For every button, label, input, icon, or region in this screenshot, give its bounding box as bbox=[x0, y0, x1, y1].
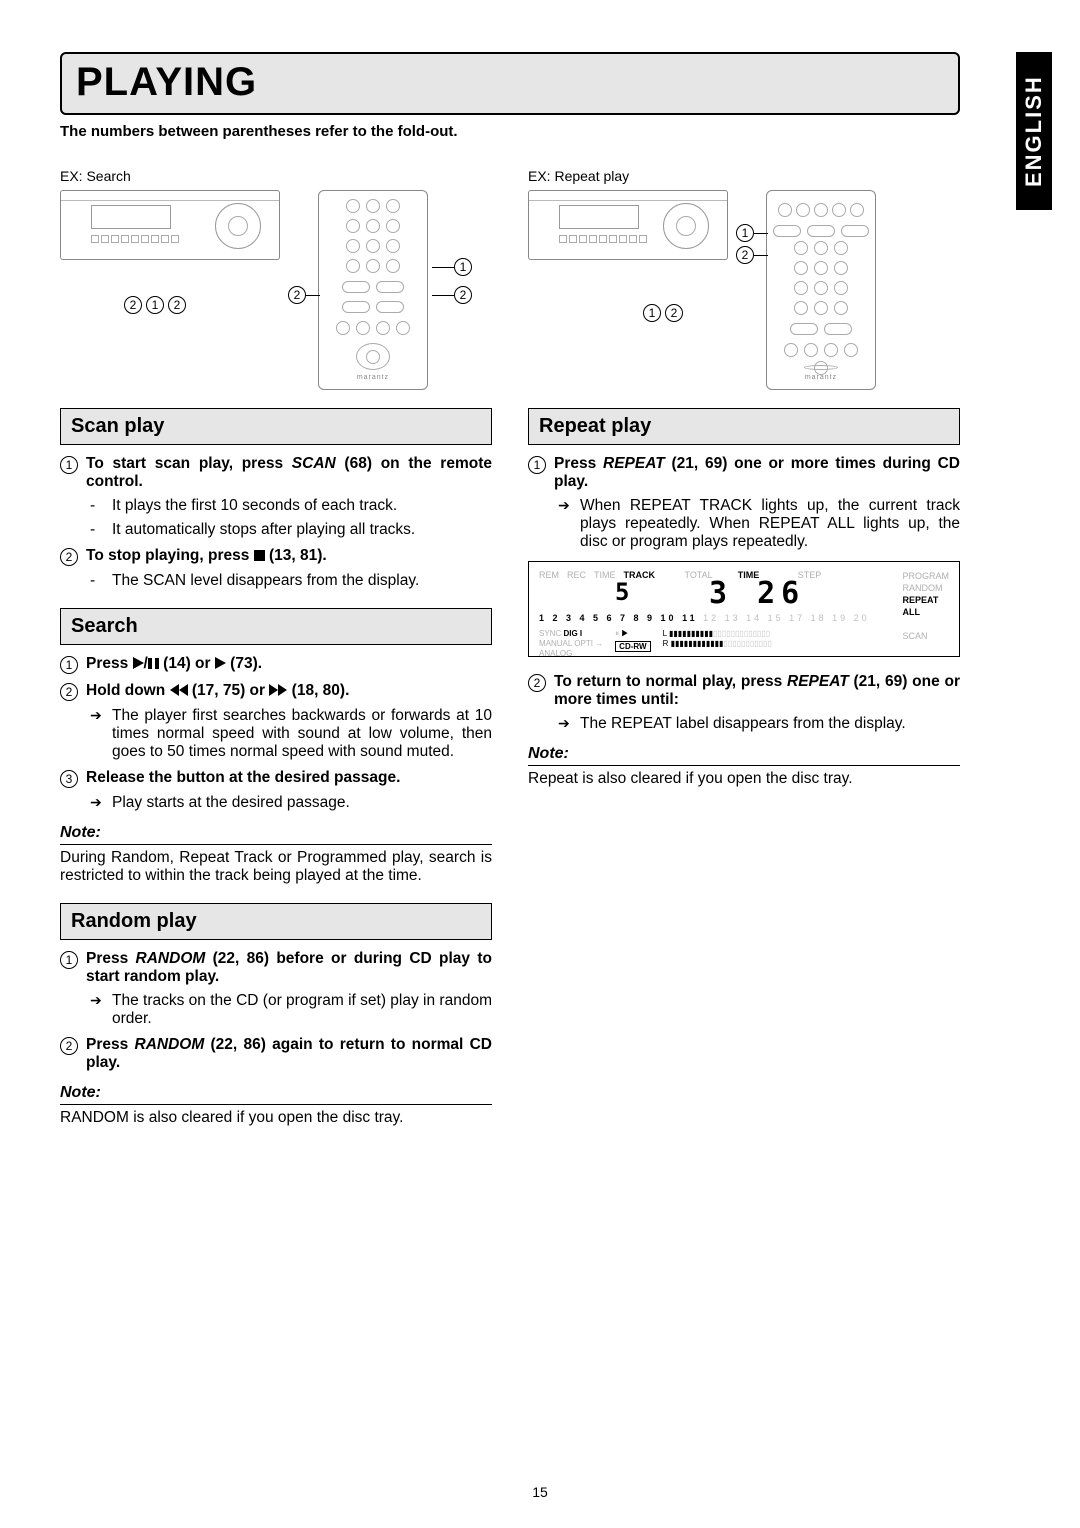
rewind-icon bbox=[170, 683, 188, 701]
lcd-cdrw-badge: CD-RW bbox=[615, 641, 650, 652]
sub-item: When REPEAT TRACK lights up, the current… bbox=[558, 497, 960, 551]
callout-num: 2 bbox=[288, 286, 306, 304]
sub-item: The tracks on the CD (or program if set)… bbox=[90, 992, 492, 1028]
stop-icon bbox=[254, 550, 265, 561]
callout-num: 2 bbox=[665, 304, 683, 322]
cdplayer-diagram: 1 2 bbox=[528, 190, 748, 322]
step: 2 To return to normal play, press REPEAT… bbox=[528, 673, 960, 709]
sub-item: The SCAN level disappears from the displ… bbox=[90, 572, 492, 590]
section-random-play: Random play bbox=[60, 903, 492, 940]
sub-item: It plays the first 10 seconds of each tr… bbox=[90, 497, 492, 515]
cdplayer-icon bbox=[528, 190, 728, 260]
pause-icon bbox=[148, 658, 159, 669]
callout-num: 2 bbox=[454, 286, 472, 304]
step: 1 Press / (14) or (73). bbox=[60, 655, 492, 674]
sub-item: The player first searches backwards or f… bbox=[90, 707, 492, 761]
step: 1 Press REPEAT (21, 69) one or more time… bbox=[528, 455, 960, 491]
language-tab: ENGLISH bbox=[1016, 52, 1052, 210]
callout-num: 2 bbox=[168, 296, 186, 314]
ex-label-right: EX: Repeat play bbox=[528, 168, 960, 184]
step: 2 Hold down (17, 75) or (18, 80). bbox=[60, 682, 492, 701]
sub-item: Play starts at the desired passage. bbox=[90, 794, 492, 812]
left-column: EX: Search 2 1 2 bbox=[60, 168, 492, 1127]
diagram-left: 2 1 2 marantz 1 2 2 bbox=[60, 190, 492, 390]
section-repeat-play: Repeat play bbox=[528, 408, 960, 445]
sub-item: It automatically stops after playing all… bbox=[90, 521, 492, 539]
note-body: Repeat is also cleared if you open the d… bbox=[528, 770, 960, 788]
section-scan-play: Scan play bbox=[60, 408, 492, 445]
cdplayer-icon bbox=[60, 190, 280, 260]
columns: EX: Search 2 1 2 bbox=[60, 168, 960, 1127]
lcd-display: REMRECTIME TRACKxxx TOTALxx TIMExxxxx ST… bbox=[528, 561, 960, 657]
note-head: Note: bbox=[60, 1084, 492, 1105]
forward-icon bbox=[269, 683, 287, 701]
play-icon bbox=[215, 657, 226, 669]
step: 1 To start scan play, press SCAN (68) on… bbox=[60, 455, 492, 491]
note-head: Note: bbox=[60, 824, 492, 845]
right-column: EX: Repeat play 1 2 bbox=[528, 168, 960, 1127]
lcd-source-labels: SYNC DIG I MANUAL OPTI → ANALOG bbox=[539, 629, 603, 659]
note-body: RANDOM is also cleared if you open the d… bbox=[60, 1109, 492, 1127]
lcd-mode-labels: PROGRAM RANDOM REPEAT ALL TRACK SCAN bbox=[902, 570, 949, 642]
note-body: During Random, Repeat Track or Programme… bbox=[60, 849, 492, 885]
page-title: PLAYING bbox=[76, 60, 944, 105]
step: 3 Release the button at the desired pass… bbox=[60, 769, 492, 788]
callout-num: 2 bbox=[736, 246, 754, 264]
callout-num: 1 bbox=[736, 224, 754, 242]
ex-label-left: EX: Search bbox=[60, 168, 492, 184]
note-head: Note: bbox=[528, 745, 960, 766]
diagram-right: 1 2 marantz 1 2 bbox=[528, 190, 960, 390]
callout-num: 1 bbox=[454, 258, 472, 276]
callout-num: 2 bbox=[124, 296, 142, 314]
lcd-level-bars: L ▮▮▮▮▮▮▮▮▮▮▯▯▯▯▯▯▯▯▯▯▯▯▯ R ▮▮▮▮▮▮▮▮▮▮▮▮… bbox=[663, 629, 772, 649]
callout-num: 1 bbox=[146, 296, 164, 314]
lcd-track: 5 bbox=[615, 578, 629, 606]
sub-item: The REPEAT label disappears from the dis… bbox=[558, 715, 960, 733]
page-number: 15 bbox=[532, 1484, 548, 1500]
remote-diagram: marantz 1 2 bbox=[766, 190, 916, 390]
lcd-track-numbers: 1 2 3 4 5 6 7 8 9 10 11 12 13 14 15 17 1… bbox=[539, 613, 949, 623]
step: 2 To stop playing, press (13, 81). bbox=[60, 547, 492, 566]
callout-num: 1 bbox=[643, 304, 661, 322]
intro-text: The numbers between parentheses refer to… bbox=[60, 123, 1020, 140]
section-search: Search bbox=[60, 608, 492, 645]
remote-icon: marantz bbox=[766, 190, 876, 390]
step: 2 Press RANDOM (22, 86) again to return … bbox=[60, 1036, 492, 1072]
title-box: PLAYING bbox=[60, 52, 960, 115]
cdplayer-diagram: 2 1 2 bbox=[60, 190, 300, 314]
remote-icon: marantz bbox=[318, 190, 428, 390]
remote-diagram: marantz 1 2 2 bbox=[318, 190, 468, 390]
step: 1 Press RANDOM (22, 86) before or during… bbox=[60, 950, 492, 986]
play-icon bbox=[133, 657, 144, 669]
